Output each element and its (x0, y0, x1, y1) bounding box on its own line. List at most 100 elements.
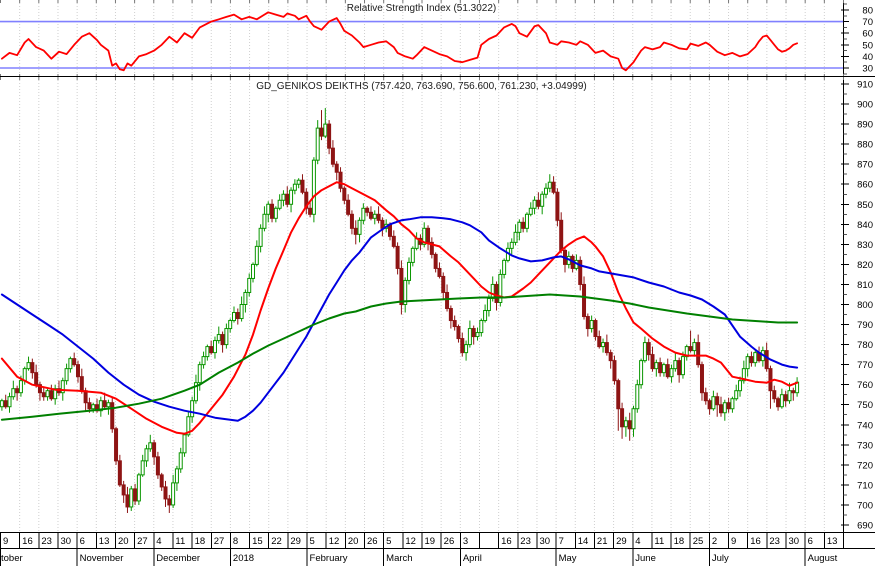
week-tick-label: 29 (290, 536, 301, 547)
y-tick-label: 50 (862, 40, 873, 51)
week-tick-label: 5 (386, 536, 391, 547)
week-tick-label: 4 (156, 536, 161, 547)
y-tick-label: 60 (862, 29, 873, 40)
week-tick-label: 5 (310, 536, 315, 547)
week-tick-label: 23 (769, 536, 780, 547)
y-tick-label: 30 (862, 63, 873, 74)
price-panel[interactable]: 910 900 890 880 870 860 850 840 830 820 810 800 790 7… (0, 77, 875, 532)
week-tick-label: 6 (808, 536, 813, 547)
y-tick-label: 840 (857, 220, 873, 231)
week-tick-label: 25 (693, 536, 704, 547)
y-tick-label: 830 (857, 240, 873, 251)
y-tick-label: 80 (862, 5, 873, 16)
month-label: February (310, 553, 348, 564)
y-tick-label: 760 (857, 380, 873, 391)
week-tick-label: 12 (405, 536, 416, 547)
week-tick-label: 9 (3, 536, 8, 547)
week-tick-label: 30 (60, 536, 71, 547)
week-tick-label: 14 (578, 536, 589, 547)
week-tick-label: 23 (520, 536, 531, 547)
week-tick-label: 23 (41, 536, 52, 547)
week-tick-label: 21 (597, 536, 608, 547)
week-tick-label: 18 (195, 536, 206, 547)
y-tick-label: 780 (857, 340, 873, 351)
week-tick-label: 4 (635, 536, 640, 547)
y-tick-label: 880 (857, 140, 873, 151)
week-tick-label: 29 (616, 536, 627, 547)
y-tick-label: 750 (857, 400, 873, 411)
y-tick-label: 910 (857, 80, 873, 91)
y-tick-label: 770 (857, 360, 873, 371)
week-tick-label: 2 (712, 536, 717, 547)
month-label: March (386, 553, 412, 564)
week-tick-label: 8 (233, 536, 238, 547)
week-tick-label: 15 (252, 536, 263, 547)
y-tick-label: 890 (857, 120, 873, 131)
week-tick-label: 20 (118, 536, 129, 547)
overlay-ma-slow (0, 293, 799, 421)
month-label: November (80, 553, 124, 564)
week-tick-label: 7 (559, 536, 564, 547)
week-tick-label: 16 (22, 536, 33, 547)
y-axis-ticks: 910 900 890 880 870 860 850 840 830 820 810 800 790 7… (841, 80, 873, 531)
y-tick-label: 700 (857, 500, 873, 511)
week-tick-label: 11 (654, 536, 664, 547)
overbought-oversold-lines (0, 20, 843, 69)
month-label: June (635, 553, 656, 564)
y-tick-label: 710 (857, 480, 873, 491)
edge-ticks (0, 77, 844, 80)
week-tick-label: 30 (539, 536, 550, 547)
month-label: May (559, 553, 577, 564)
week-tick-label: 27 (137, 536, 148, 547)
week-tick-label: 16 (501, 536, 512, 547)
week-tick-label: 18 (674, 536, 685, 547)
y-tick-label: 40 (862, 52, 873, 63)
rsi-line (1, 11, 798, 72)
y-tick-label: 690 (857, 520, 873, 531)
month-label: 2018 (233, 553, 254, 564)
week-tick-label: 26 (367, 536, 378, 547)
week-tick-label: 26 (444, 536, 455, 547)
month-label: July (712, 553, 729, 564)
day-labels: 9 16 23 30 6 13 20 27 4 11 18 27 8 15 22 29 5 12 20 26 5 12 19… (0, 532, 838, 548)
month-label: tober (1, 553, 23, 564)
week-tick-label: 9 (731, 536, 736, 547)
candles-layer (0, 108, 800, 513)
overlay-ma-fast (0, 181, 799, 435)
y-tick-label: 740 (857, 420, 873, 431)
week-tick-label: 13 (827, 536, 838, 547)
x-axis: 9 16 23 30 6 13 20 27 4 11 18 27 8 15 22 29 5 12 20 26 5 12 19… (0, 532, 875, 566)
y-tick-label: 730 (857, 440, 873, 451)
y-tick-label: 70 (862, 17, 873, 28)
week-tick-label: 12 (329, 536, 340, 547)
week-tick-label: 3 (463, 536, 468, 547)
y-tick-label: 820 (857, 260, 873, 271)
week-tick-label: 19 (425, 536, 436, 547)
month-label: December (156, 553, 200, 564)
week-tick-label: 22 (271, 536, 282, 547)
gridlines (19, 0, 825, 77)
y-tick-label: 850 (857, 200, 873, 211)
y-tick-label: 860 (857, 180, 873, 191)
y-tick-label: 790 (857, 320, 873, 331)
week-tick-label: 27 (214, 536, 225, 547)
month-labels: tober November December 2018 February March Ap… (0, 548, 838, 566)
y-tick-label: 900 (857, 100, 873, 111)
week-tick-label: 20 (348, 536, 359, 547)
y-tick-label: 720 (857, 460, 873, 471)
gridlines (19, 77, 825, 532)
month-label: August (808, 553, 838, 564)
week-tick-label: 6 (80, 536, 85, 547)
week-tick-label: 30 (789, 536, 800, 547)
y-tick-label: 800 (857, 300, 873, 311)
week-tick-label: 13 (99, 536, 110, 547)
y-tick-label: 810 (857, 280, 873, 291)
overlay-ma-mid (0, 216, 799, 422)
month-label: April (463, 553, 482, 564)
y-tick-label: 870 (857, 160, 873, 171)
week-tick-label: 11 (175, 536, 185, 547)
week-tick-label: 16 (750, 536, 761, 547)
